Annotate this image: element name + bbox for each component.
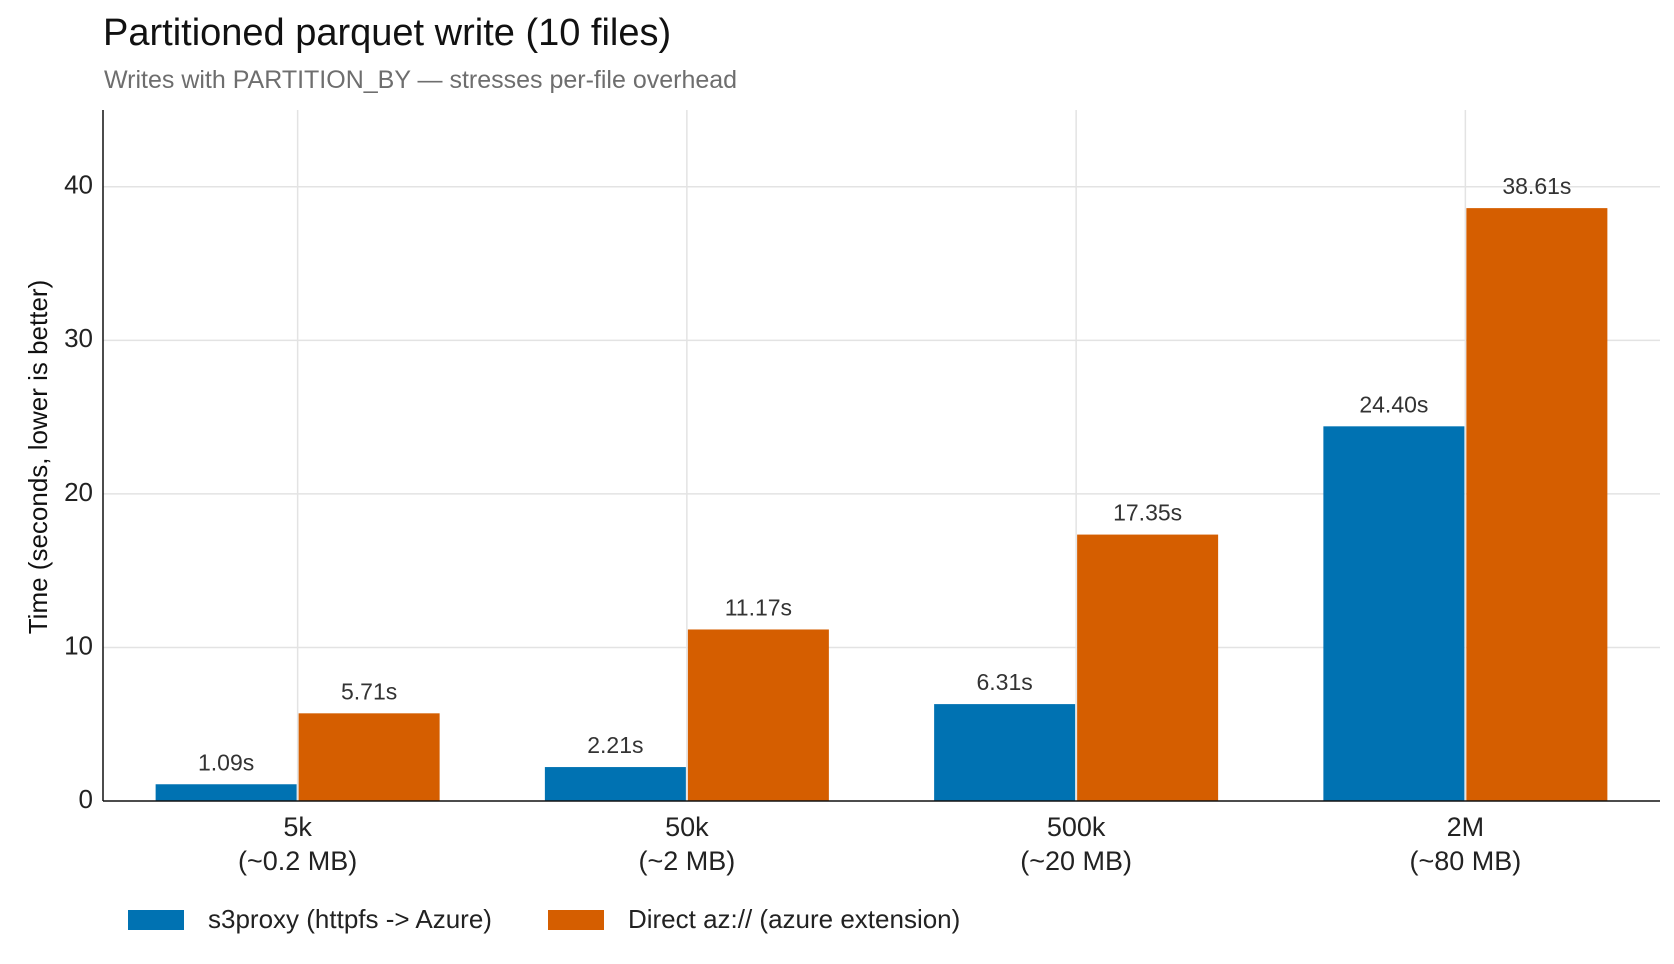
y-axis-label: Time (seconds, lower is better): [23, 280, 53, 634]
legend: s3proxy (httpfs -> Azure) Direct az:// (…: [128, 904, 1016, 935]
bar: [298, 713, 440, 801]
y-tick-label: 20: [64, 477, 93, 507]
chart-subtitle: Writes with PARTITION_BY — stresses per-…: [104, 66, 738, 94]
x-tick-label: 500k: [1047, 812, 1106, 842]
chart-title: Partitioned parquet write (10 files): [103, 12, 672, 54]
bar-value-label: 1.09s: [198, 749, 254, 775]
legend-label-s3proxy: s3proxy (httpfs -> Azure): [208, 904, 492, 934]
bar-value-label: 11.17s: [725, 594, 792, 620]
x-tick-label: (~20 MB): [1020, 846, 1132, 876]
x-tick-label: (~80 MB): [1409, 846, 1521, 876]
x-tick-label: (~0.2 MB): [238, 846, 357, 876]
bar-value-label: 2.21s: [587, 732, 643, 758]
bar: [687, 629, 829, 801]
axes: [102, 110, 1660, 802]
bar: [1077, 534, 1219, 801]
bar-value-label: 5.71s: [341, 678, 397, 704]
bar-value-label: 6.31s: [976, 669, 1032, 695]
bars: [155, 208, 1608, 801]
gridlines: [103, 110, 1660, 801]
legend-item-s3proxy: s3proxy (httpfs -> Azure): [128, 904, 492, 935]
y-tick-label: 10: [64, 630, 93, 660]
bar-value-label: 38.61s: [1502, 173, 1571, 199]
bar: [934, 704, 1076, 801]
legend-swatch-direct-az: [547, 909, 604, 930]
x-tick-label: (~2 MB): [638, 846, 735, 876]
y-tick-label: 30: [64, 323, 93, 353]
y-tick-label: 40: [64, 170, 93, 200]
x-tick-labels: 5k (~0.2 MB) 50k (~2 MB) 500k (~20 MB) 2M (~80 …: [238, 812, 1521, 876]
bar-value-label: 17.35s: [1113, 500, 1182, 526]
bar: [1323, 426, 1465, 801]
y-tick-labels: 0 10 20 30 40: [64, 170, 93, 814]
bar-value-label: 24.40s: [1359, 391, 1428, 417]
legend-swatch-s3proxy: [128, 909, 184, 930]
legend-label-direct-az: Direct az:// (azure extension): [627, 904, 961, 934]
x-tick-label: 5k: [283, 812, 312, 842]
legend-item-direct-az: Direct az:// (azure extension): [547, 904, 961, 935]
bar: [1466, 208, 1608, 801]
bar: [544, 767, 686, 801]
x-tick-label: 2M: [1447, 812, 1485, 842]
data-labels: 1.09s 2.21s 6.31s 24.40s 5.71s 11.17s 17.35s 38…: [198, 173, 1571, 775]
x-tick-label: 50k: [665, 812, 709, 842]
y-tick-label: 0: [79, 784, 93, 814]
bar: [155, 784, 297, 801]
